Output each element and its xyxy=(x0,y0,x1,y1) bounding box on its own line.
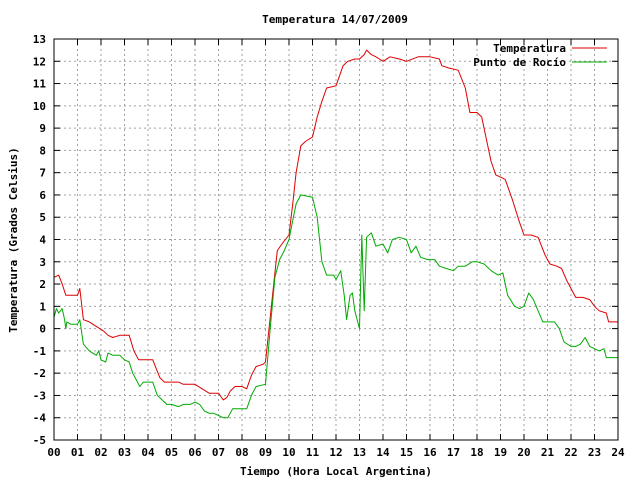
y-tick-label: 0 xyxy=(39,323,46,336)
y-tick-label: 8 xyxy=(39,144,46,157)
series-line-0 xyxy=(53,49,618,401)
x-tick-label: 24 xyxy=(611,446,625,459)
y-tick-label: 4 xyxy=(39,234,46,247)
x-tick-label: 06 xyxy=(188,446,202,459)
y-tick-label: 2 xyxy=(39,278,46,291)
x-tick-label: 16 xyxy=(423,446,437,459)
x-tick-label: 11 xyxy=(306,446,320,459)
chart-title: Temperatura 14/07/2009 xyxy=(262,13,408,26)
y-tick-label: 5 xyxy=(39,211,46,224)
legend-label-temperatura: Temperatura xyxy=(493,42,566,55)
x-tick-label: 15 xyxy=(400,446,413,459)
x-tick-label: 20 xyxy=(517,446,530,459)
x-tick-label: 01 xyxy=(71,446,85,459)
y-tick-label: -3 xyxy=(33,389,46,402)
legend: Temperatura Punto de Rocío xyxy=(473,42,607,69)
y-tick-label: -2 xyxy=(33,367,46,380)
y-tick-label: -4 xyxy=(33,412,47,425)
x-tick-label: 02 xyxy=(94,446,107,459)
y-tick-label: 13 xyxy=(33,33,46,46)
x-tick-label: 22 xyxy=(564,446,577,459)
x-tick-label: 23 xyxy=(588,446,601,459)
x-tick-label: 09 xyxy=(259,446,272,459)
y-tick-label: 10 xyxy=(33,100,46,113)
y-tick-label: 1 xyxy=(39,300,46,313)
x-tick-label: 19 xyxy=(494,446,507,459)
y-tick-label: 7 xyxy=(39,167,46,180)
x-tick-label: 07 xyxy=(212,446,225,459)
x-axis-label: Tiempo (Hora Local Argentina) xyxy=(240,465,432,478)
y-axis-label: Temperatura (Grados Celsius) xyxy=(7,147,20,332)
x-tick-label: 18 xyxy=(470,446,483,459)
y-tick-label: 11 xyxy=(33,78,47,91)
x-tick-label: 21 xyxy=(541,446,555,459)
y-tick-label: -1 xyxy=(33,345,47,358)
x-tick-label: 13 xyxy=(353,446,366,459)
legend-label-punto-de-rocio: Punto de Rocío xyxy=(473,56,566,69)
grid-lines xyxy=(54,39,618,440)
y-tick-label: 6 xyxy=(39,189,46,202)
x-tick-label: 05 xyxy=(165,446,178,459)
y-tick-label: 3 xyxy=(39,256,46,269)
y-tick-label: 12 xyxy=(33,55,46,68)
x-tick-label: 10 xyxy=(282,446,295,459)
series-lines xyxy=(53,49,618,419)
x-tick-labels: 00 01 02 03 04 05 06 07 08 09 10 11 12 13 14 15 16 17 18 19… xyxy=(47,446,625,459)
axis-ticks xyxy=(53,38,619,441)
x-tick-label: 03 xyxy=(118,446,131,459)
x-tick-label: 12 xyxy=(329,446,342,459)
y-tick-label: 9 xyxy=(39,122,46,135)
x-tick-label: 14 xyxy=(376,446,390,459)
x-tick-label: 04 xyxy=(141,446,155,459)
x-tick-label: 17 xyxy=(447,446,460,459)
x-tick-label: 08 xyxy=(235,446,248,459)
x-tick-label: 00 xyxy=(47,446,60,459)
series-line-1 xyxy=(53,194,618,419)
y-tick-label: -5 xyxy=(33,434,46,447)
